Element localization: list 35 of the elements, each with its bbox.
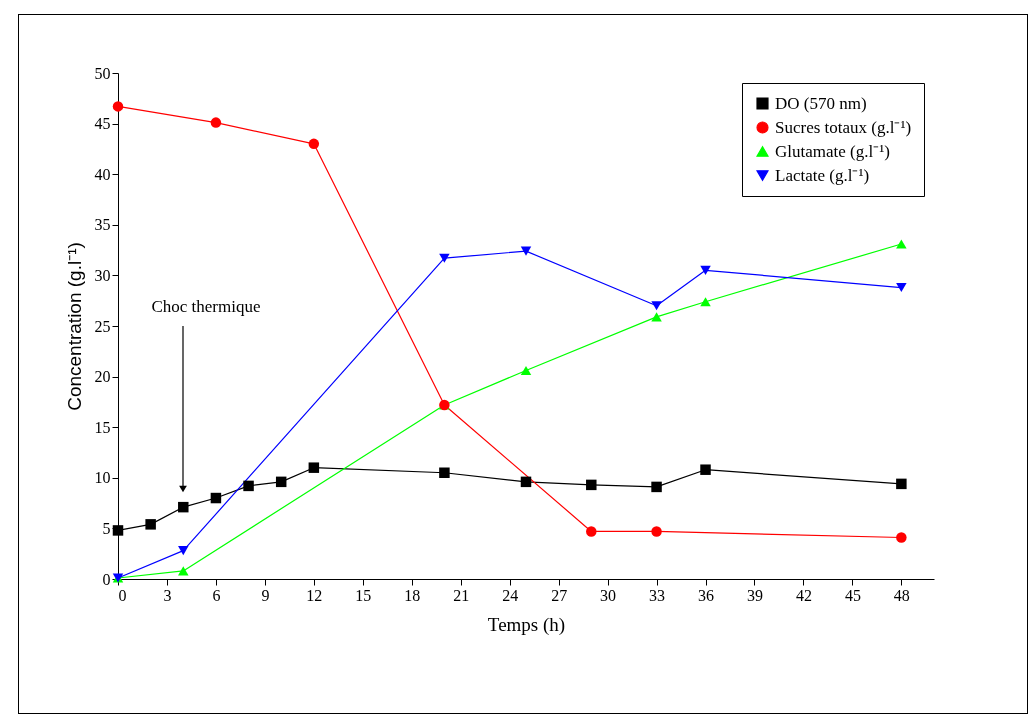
- x-tick-label: 30: [600, 586, 617, 604]
- x-tick-label: 24: [502, 586, 519, 604]
- x-tick-label: 27: [551, 586, 568, 604]
- y-tick-label: 5: [102, 519, 111, 537]
- x-tick-label: 9: [261, 586, 270, 604]
- legend-label: Sucres totaux (g.l⁻¹): [775, 117, 912, 137]
- x-tick-label: 15: [355, 586, 372, 604]
- x-tick-label: 33: [649, 586, 666, 604]
- y-tick-label: 15: [94, 418, 111, 436]
- y-tick-label: 0: [102, 570, 111, 588]
- annotation: Choc thermique: [151, 297, 261, 316]
- legend-label: Lactate (g.l⁻¹): [775, 165, 870, 185]
- x-tick-label: 18: [404, 586, 421, 604]
- x-tick-label: 6: [212, 586, 221, 604]
- x-tick-label: 21: [453, 586, 470, 604]
- x-tick-label: 48: [893, 586, 910, 604]
- x-axis-title: Temps (h): [487, 613, 566, 636]
- y-tick-label: 35: [94, 216, 111, 234]
- y-tick-label: 25: [94, 317, 111, 335]
- x-tick-label: 42: [795, 586, 812, 604]
- legend-label: DO (570 nm): [775, 93, 867, 113]
- y-axis-title: Concentration (g.l⁻¹): [63, 242, 85, 411]
- y-tick-label: 40: [94, 165, 111, 183]
- y-tick-label: 50: [94, 64, 111, 82]
- legend-label: Glutamate (g.l⁻¹): [775, 141, 890, 161]
- x-tick-label: 12: [306, 586, 323, 604]
- y-tick-label: 20: [94, 368, 111, 386]
- x-tick-label: 3: [163, 586, 172, 604]
- y-tick-label: 30: [94, 266, 111, 284]
- y-tick-label: 45: [94, 115, 111, 133]
- x-tick-label: 36: [698, 586, 715, 604]
- y-tick-label: 10: [94, 469, 111, 487]
- x-tick-label: 39: [746, 586, 763, 604]
- x-tick-label: 45: [844, 586, 861, 604]
- x-tick-label: 0: [118, 586, 127, 604]
